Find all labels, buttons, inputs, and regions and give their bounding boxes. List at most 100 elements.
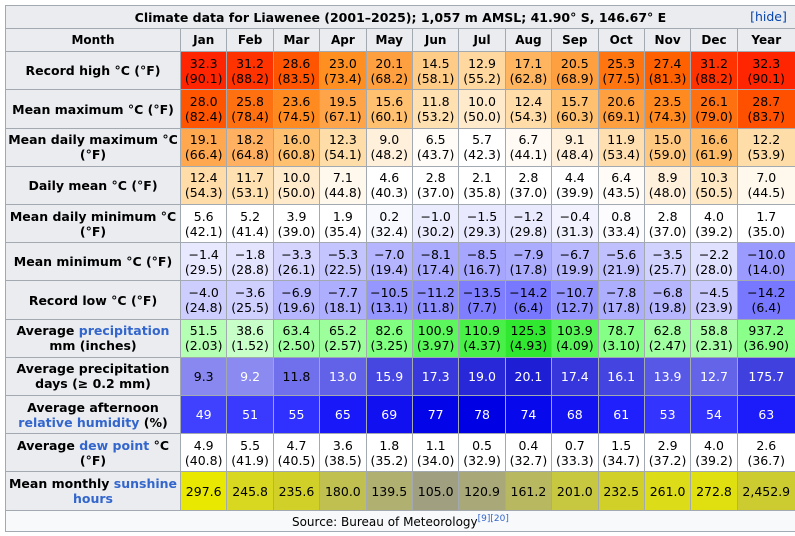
data-cell: 5.5 (41.9): [226, 433, 274, 473]
data-cell: −8.5 (16.7): [458, 242, 506, 282]
data-cell: 31.2 (88.2): [690, 51, 738, 91]
cell-secondary-value: (17.8): [509, 261, 548, 277]
cell-secondary-value: (35.2): [370, 452, 409, 468]
cell-value: 20.5: [560, 55, 589, 71]
cell-secondary-value: (37.2): [648, 452, 687, 468]
cell-value: 16.6: [700, 132, 728, 148]
data-cell: 62.8 (2.47): [643, 318, 692, 358]
column-header-nov: Nov: [643, 28, 692, 53]
data-cell: 20.1 (68.2): [365, 51, 413, 91]
data-cell: 20.1: [504, 356, 553, 397]
cell-value: 15.6: [375, 94, 404, 110]
cell-secondary-value: (2.03): [184, 338, 223, 354]
cell-value: 63: [758, 407, 775, 423]
row-header: Daily mean °C (°F): [5, 165, 181, 206]
cell-value: −10.7: [555, 285, 594, 301]
cell-secondary-value: (60.3): [556, 109, 594, 125]
cell-value: 62.8: [653, 323, 682, 339]
cell-secondary-value: (68.9): [556, 70, 594, 86]
data-cell: 5.2 (41.4): [226, 204, 274, 244]
cell-secondary-value: (7.7): [467, 300, 497, 316]
cell-value: 3.6: [332, 437, 353, 453]
row-header-text: mm (inches): [49, 338, 137, 354]
cell-value: 161.2: [510, 483, 547, 499]
cell-secondary-value: (50.0): [277, 185, 316, 201]
cell-value: 32.3: [752, 55, 781, 71]
cell-value: −2.2: [698, 246, 730, 262]
row-header: Mean daily minimum °C (°F): [5, 204, 181, 244]
data-cell: 12.4 (54.3): [179, 165, 228, 206]
cell-secondary-value: (82.4): [184, 109, 223, 125]
cell-value: 100.9: [417, 323, 454, 339]
data-cell: 11.8: [272, 356, 321, 397]
cell-value: 4.4: [564, 170, 585, 186]
data-cell: 1.1 (34.0): [411, 433, 460, 473]
data-cell: −5.6 (21.9): [597, 242, 645, 282]
data-cell: −2.2 (28.0): [690, 242, 738, 282]
data-cell: −7.9 (17.8): [504, 242, 553, 282]
hide-toggle[interactable]: [hide]: [750, 9, 787, 24]
column-header-jul: Jul: [458, 28, 506, 53]
cell-secondary-value: (90.1): [184, 70, 223, 86]
cell-secondary-value: (68.2): [370, 70, 409, 86]
cell-value: 1.1: [425, 437, 446, 453]
cell-value: 3.9: [286, 208, 307, 224]
cell-secondary-value: (44.8): [324, 185, 362, 201]
data-cell: −7.7 (18.1): [319, 280, 367, 320]
data-cell: 16.6 (61.9): [690, 127, 738, 167]
cell-value: 0.7: [564, 437, 585, 453]
data-cell: 49: [179, 395, 228, 435]
cell-secondary-value: (2.50): [277, 338, 316, 354]
cell-value: 28.7: [752, 94, 781, 110]
table-row: Mean daily minimum °C (°F) 5.6 (42.1) 5.2 (4…: [5, 204, 795, 244]
cell-value: 8.9: [657, 170, 678, 186]
data-cell: 0.5 (32.9): [458, 433, 506, 473]
cell-value: 55: [288, 407, 305, 423]
data-cell: 139.5: [365, 471, 413, 511]
row-header-link[interactable]: precipitation: [78, 323, 170, 339]
cell-secondary-value: (14.0): [747, 261, 786, 277]
cell-value: 7.1: [332, 170, 353, 186]
data-cell: 272.8: [690, 471, 738, 511]
cell-value: 11.7: [236, 170, 264, 186]
cell-secondary-value: (35.4): [324, 223, 362, 239]
cell-value: 1.9: [332, 208, 353, 224]
cell-value: 31.2: [236, 55, 264, 71]
cell-secondary-value: (37.0): [509, 185, 548, 201]
row-header: Average dew point °C (°F): [5, 433, 181, 473]
cell-value: 10.0: [282, 170, 311, 186]
cell-secondary-value: (37.0): [648, 223, 687, 239]
data-cell: 23.5 (74.3): [643, 89, 692, 129]
cell-secondary-value: (4.37): [463, 338, 501, 354]
cell-value: 4.6: [379, 170, 400, 186]
data-cell: 17.3: [411, 356, 460, 397]
cell-value: −10.0: [747, 246, 786, 262]
cell-value: 105.0: [417, 483, 454, 499]
cell-secondary-value: (2.47): [648, 338, 687, 354]
data-cell: 20.6 (69.1): [597, 89, 645, 129]
cell-value: −13.5: [462, 285, 502, 301]
cell-value: 13.0: [328, 368, 357, 384]
cell-secondary-value: (43.5): [602, 185, 640, 201]
column-header-year: Year: [736, 28, 795, 53]
cell-value: −8.5: [466, 246, 498, 262]
cell-value: 25.8: [236, 94, 264, 110]
data-cell: 17.4: [551, 356, 599, 397]
row-header-link[interactable]: relative humidity: [18, 414, 140, 430]
source-refs[interactable]: [9][20]: [477, 513, 509, 524]
cell-value: −0.4: [559, 208, 590, 224]
cell-secondary-value: (48.2): [370, 147, 409, 163]
cell-secondary-value: (53.2): [416, 109, 455, 125]
cell-secondary-value: (21.9): [602, 261, 640, 277]
row-header-link[interactable]: dew point: [79, 437, 150, 453]
cell-value: 0.5: [472, 437, 492, 453]
data-cell: 161.2: [504, 471, 553, 511]
data-cell: 6.7 (44.1): [504, 127, 553, 167]
data-cell: 10.3 (50.5): [690, 165, 738, 206]
table-row: Mean monthly sunshine hours 297.6 245.8 235…: [5, 471, 795, 511]
cell-secondary-value: (90.1): [747, 70, 786, 86]
data-cell: −11.2 (11.8): [411, 280, 460, 320]
data-cell: −3.5 (25.7): [643, 242, 692, 282]
cell-secondary-value: (2.31): [695, 338, 733, 354]
row-header-link[interactable]: sunshine hours: [73, 476, 178, 507]
